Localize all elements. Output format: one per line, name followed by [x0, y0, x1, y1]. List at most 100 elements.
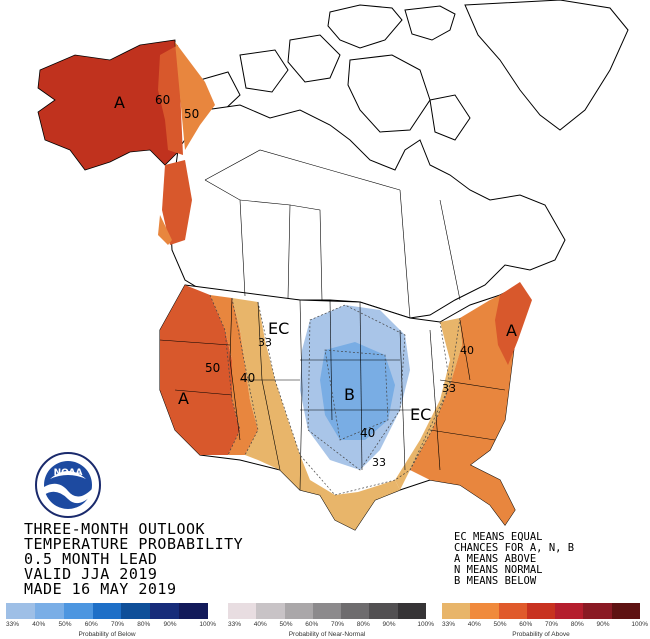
legend-normal-ticks: 33% 40% 50% 60% 70% 80% 90% 100% [228, 621, 434, 631]
legend-tick-label: 50% [493, 621, 507, 628]
legend-below: 33% 40% 50% 60% 70% 80% 90% 100% Probability of… [6, 603, 216, 639]
arctic-island-3 [287, 34, 341, 83]
legend-tick-label: 50% [279, 621, 293, 628]
outlook-map: A 60 50 [35, 0, 629, 531]
east-above-33 [395, 318, 462, 490]
legend-swatch [555, 603, 584, 619]
ec-east-label: EC [410, 405, 431, 424]
legend-tick-label: 33% [228, 621, 242, 628]
ec-line-5: B MEANS BELOW [454, 575, 537, 587]
central-below-40 [320, 342, 395, 440]
ec-line-1: EC MEANS EQUAL [454, 531, 543, 543]
title-line-4: VALID JJA 2019 [24, 565, 158, 583]
legend-tick-label: 33% [6, 621, 20, 628]
legend-swatch [150, 603, 180, 619]
title-line-3: 0.5 MONTH LEAD [24, 550, 158, 568]
legend-swatch [34, 603, 64, 619]
west-above-50 [160, 285, 240, 455]
legend-normal-label: Probability of Near-Normal [288, 631, 366, 638]
west-contour-33: 33 [258, 336, 272, 349]
central-category-label: B [344, 385, 355, 404]
legend-tick-label: 60% [519, 621, 533, 628]
central-contour-33: 33 [372, 456, 386, 469]
east-contour-33: 33 [442, 382, 456, 395]
legend-swatch [63, 603, 93, 619]
east-contour-40: 40 [460, 344, 474, 357]
legend-tick-label: 60% [84, 621, 98, 628]
legend-tick-label: 70% [545, 621, 559, 628]
legend-swatch [442, 603, 471, 619]
legend-below-label: Probability of Below [78, 631, 136, 638]
legend-tick-label: 70% [111, 621, 125, 628]
legend-swatch [284, 603, 313, 619]
legend-swatch [6, 603, 35, 619]
legend-swatch [397, 603, 426, 619]
legend-above-ticks: 33% 40% 50% 60% 70% 80% 90% 100% [442, 621, 648, 631]
legend-above-bar [442, 603, 640, 619]
legend-above-label: Probability of Above [512, 631, 570, 638]
central-contour-40: 40 [360, 426, 375, 440]
ec-line-4: N MEANS NORMAL [454, 564, 543, 576]
legend-tick-label: 100% [417, 621, 434, 628]
legend-tick-label: 80% [570, 621, 584, 628]
legend-tick-label: 60% [305, 621, 319, 628]
noaa-logo: NOAA [35, 452, 101, 518]
legend-swatch [312, 603, 342, 619]
northeast-category-label: A [506, 321, 517, 340]
legend-swatch [179, 603, 209, 619]
legend-tick-label: 80% [137, 621, 151, 628]
arctic-island-1 [327, 4, 403, 49]
province-boundaries [204, 149, 461, 319]
legend-swatch [256, 603, 285, 619]
legend-normal: 33% 40% 50% 60% 70% 80% 90% 100% Probability of… [228, 603, 434, 639]
alaska-category-label: A [114, 93, 125, 112]
arctic-island-2 [404, 5, 456, 41]
legend-swatch [611, 603, 640, 619]
alaska: A 60 50 [37, 39, 215, 245]
legend-swatch [341, 603, 370, 619]
legend-tick-label: 70% [331, 621, 345, 628]
legend-tick-label: 90% [596, 621, 610, 628]
arctic-island-4 [239, 49, 289, 93]
legend-tick-label: 40% [32, 621, 46, 628]
ec-explanation: EC MEANS EQUAL CHANCES FOR A, N, B A MEA… [454, 532, 644, 587]
legend-tick-label: 40% [253, 621, 267, 628]
west-contour-40: 40 [240, 371, 255, 385]
probability-contours [209, 294, 461, 496]
northeast-above-50 [495, 282, 532, 365]
ec-west-label: EC [268, 319, 289, 338]
legend-tick-label: 50% [58, 621, 72, 628]
legend-swatch [121, 603, 151, 619]
ec-line-3: A MEANS ABOVE [454, 553, 537, 565]
arctic-island-5 [429, 94, 471, 141]
legend-tick-label: 90% [382, 621, 396, 628]
outlook-title-block: THREE-MONTH OUTLOOK TEMPERATURE PROBABIL… [24, 522, 284, 597]
legend-tick-label: 40% [467, 621, 481, 628]
west-above-33 [232, 298, 400, 530]
legend-swatch [583, 603, 612, 619]
alaska-contour-50: 50 [184, 107, 199, 121]
title-line-1: THREE-MONTH OUTLOOK [24, 520, 206, 538]
east-above-40 [410, 290, 515, 525]
legend-swatch [498, 603, 527, 619]
west-contour-50: 50 [205, 361, 220, 375]
legend-normal-bar [228, 603, 426, 619]
state-boundaries [159, 297, 506, 491]
legend-swatch [470, 603, 499, 619]
alaska-contour-60: 60 [155, 93, 170, 107]
legend-tick-label: 33% [442, 621, 456, 628]
legend-above: 33% 40% 50% 60% 70% 80% 90% 100% Probability of… [442, 603, 648, 639]
canada-land [169, 104, 566, 319]
west-above-40 [210, 295, 258, 455]
legend-swatch [92, 603, 122, 619]
legend-swatch [526, 603, 556, 619]
legend-swatch [228, 603, 257, 619]
legend-tick-label: 90% [163, 621, 177, 628]
ec-line-2: CHANCES FOR A, N, B [454, 542, 575, 554]
legend-below-ticks: 33% 40% 50% 60% 70% 80% 90% 100% [6, 621, 216, 631]
title-line-5: MADE 16 MAY 2019 [24, 580, 177, 598]
legend-below-bar [6, 603, 209, 619]
legend-tick-label: 80% [356, 621, 370, 628]
arctic-landmasses [197, 0, 629, 141]
title-line-2: TEMPERATURE PROBABILITY [24, 535, 244, 553]
